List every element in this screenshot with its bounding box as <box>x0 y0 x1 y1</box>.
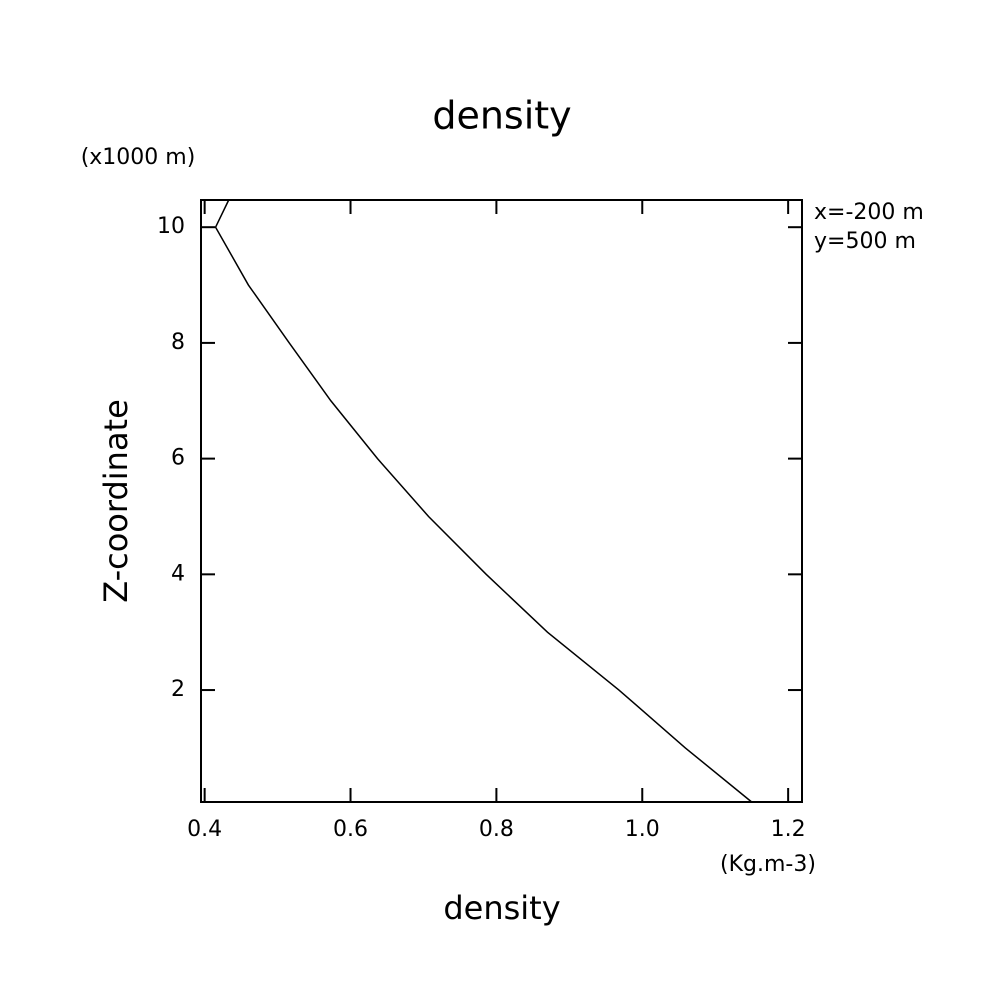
plot-frame <box>200 199 803 803</box>
x-tick-label: 0.4 <box>187 817 222 842</box>
chart-title: density <box>432 94 571 138</box>
y-axis-label: Z-coordinate <box>97 399 135 603</box>
x-axis-label: density <box>443 889 560 927</box>
y-unit: (x1000 m) <box>81 145 196 170</box>
x-tick-label: 1.2 <box>771 817 806 842</box>
x-tick-label: 1.0 <box>625 817 660 842</box>
y-tick-label: 10 <box>157 214 185 239</box>
y-tick-label: 6 <box>171 446 185 471</box>
annotation: y=500 m <box>814 229 916 254</box>
y-tick-label: 4 <box>171 561 185 586</box>
y-tick-label: 8 <box>171 330 185 355</box>
x-unit: (Kg.m-3) <box>720 852 816 877</box>
y-tick-label: 2 <box>171 677 185 702</box>
x-tick-label: 0.6 <box>333 817 368 842</box>
annotation: x=-200 m <box>814 200 924 225</box>
data-line <box>214 199 753 803</box>
x-tick-label: 0.8 <box>479 817 514 842</box>
